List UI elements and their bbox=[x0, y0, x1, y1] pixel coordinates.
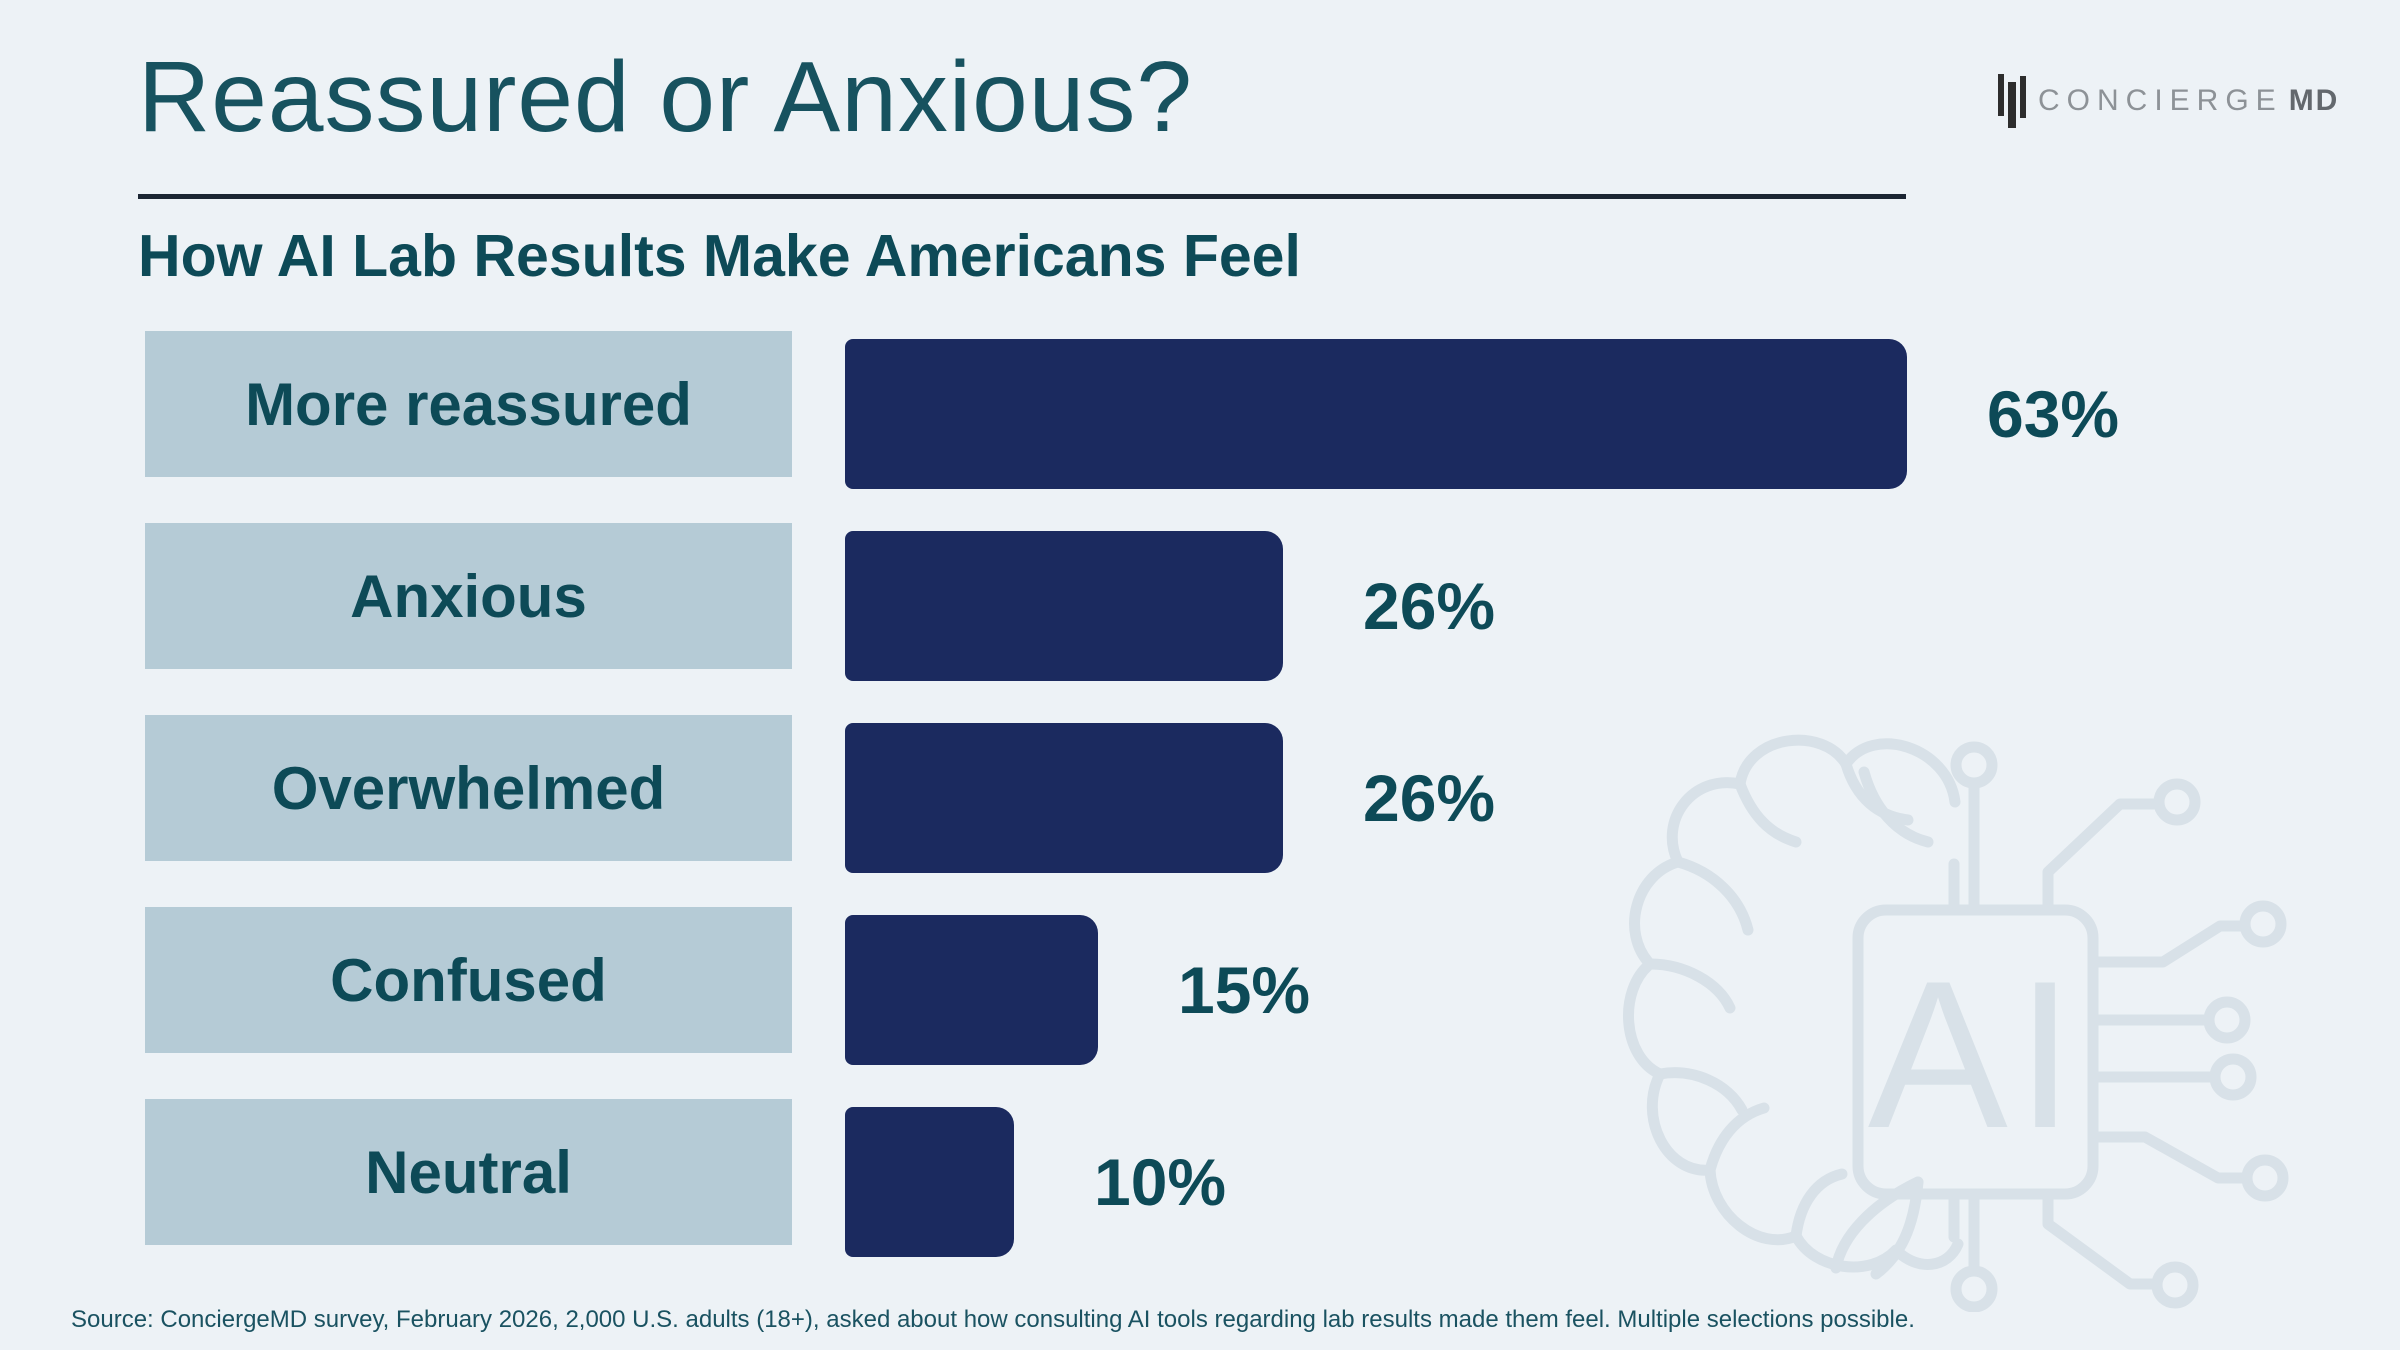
bar bbox=[845, 1107, 1014, 1257]
bar-with-value: 63% bbox=[845, 339, 2119, 489]
value-label: 26% bbox=[1363, 569, 1496, 643]
category-label: Neutral bbox=[365, 1138, 572, 1206]
bar bbox=[845, 723, 1283, 873]
category-label-box: More reassured bbox=[145, 331, 792, 477]
title-divider bbox=[138, 194, 1906, 199]
chart-row: Neutral 10% bbox=[145, 1099, 2119, 1257]
chart-row: More reassured 63% bbox=[145, 331, 2119, 489]
brand-name-suffix: MD bbox=[2288, 84, 2340, 117]
category-label-box: Anxious bbox=[145, 523, 792, 669]
chart-row: Anxious 26% bbox=[145, 523, 2119, 681]
category-label-box: Overwhelmed bbox=[145, 715, 792, 861]
bar-with-value: 15% bbox=[845, 915, 1310, 1065]
brain-outline-path bbox=[1623, 734, 1964, 1273]
bar bbox=[845, 339, 1907, 489]
value-label: 63% bbox=[1987, 377, 2120, 451]
category-label: Confused bbox=[330, 946, 607, 1014]
bar-with-value: 26% bbox=[845, 531, 1495, 681]
brand-logo: CONCIERGE MD bbox=[1998, 74, 2339, 128]
conciergemd-bars-icon bbox=[1998, 74, 2026, 128]
brain-ai-circuit-graphic: AI bbox=[1623, 734, 2289, 1312]
value-label: 26% bbox=[1363, 761, 1496, 835]
page-subtitle: How AI Lab Results Make Americans Feel bbox=[138, 223, 1301, 289]
category-label: Overwhelmed bbox=[271, 754, 666, 822]
bar-with-value: 10% bbox=[845, 1107, 1226, 1257]
chart-row: Overwhelmed 26% bbox=[145, 715, 2119, 873]
category-label: More reassured bbox=[245, 370, 692, 438]
brand-name: CONCIERGE bbox=[2038, 84, 2283, 117]
category-label-box: Confused bbox=[145, 907, 792, 1053]
bar-chart: More reassured 63% Anxious 26% Overwhelmed 26… bbox=[145, 331, 2119, 1291]
bar bbox=[845, 531, 1283, 681]
bar bbox=[845, 915, 1098, 1065]
ai-chip-label: AI bbox=[1868, 937, 2082, 1172]
page-title: Reassured or Anxious? bbox=[138, 41, 1193, 153]
source-note: Source: ConciergeMD survey, February 202… bbox=[71, 1306, 1915, 1333]
value-label: 10% bbox=[1094, 1145, 1227, 1219]
category-label-box: Neutral bbox=[145, 1099, 792, 1245]
chart-row: Confused 15% bbox=[145, 907, 2119, 1065]
value-label: 15% bbox=[1178, 953, 1311, 1027]
bar-with-value: 26% bbox=[845, 723, 1495, 873]
category-label: Anxious bbox=[350, 562, 587, 630]
